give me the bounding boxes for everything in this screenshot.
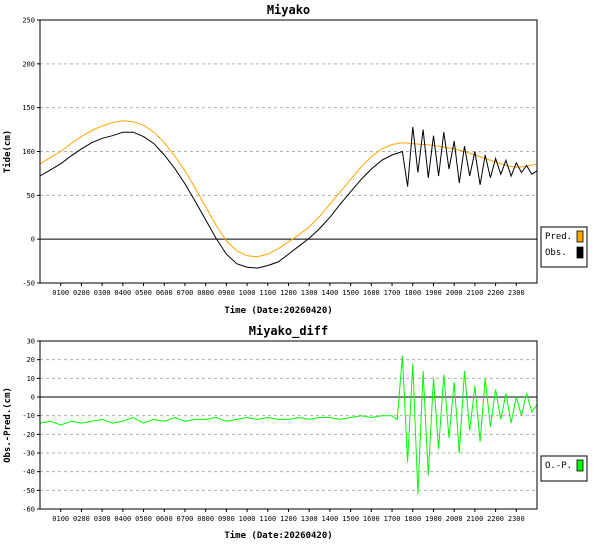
- diff-y-tick-label: -50: [22, 487, 35, 495]
- diff-x-tick-label: 1400: [321, 515, 338, 523]
- tide-series-pred-line: [39, 120, 538, 258]
- tide-x-tick-label: 1400: [321, 289, 338, 297]
- tide-y-axis-label: Tide(cm): [2, 130, 13, 173]
- diff-x-tick-label: 0600: [156, 515, 173, 523]
- tide-x-tick-label: 1300: [301, 289, 318, 297]
- tide-x-tick-label: 1200: [280, 289, 297, 297]
- tide-x-tick-label: 0800: [197, 289, 214, 297]
- tide-legend-swatch: [576, 230, 584, 243]
- tide-x-tick-label: 0200: [73, 289, 90, 297]
- tide-x-tick-label: 1500: [342, 289, 359, 297]
- diff-chart-title: Miyako_diff: [249, 324, 328, 339]
- diff-x-tick-label: 2200: [487, 515, 504, 523]
- diff-x-tick-label: 0500: [135, 515, 152, 523]
- diff-x-tick-label: 1900: [425, 515, 442, 523]
- diff-x-tick-label: 2000: [446, 515, 463, 523]
- diff-y-tick-label: -20: [22, 431, 35, 439]
- diff-legend-swatch: [576, 459, 584, 472]
- diff-x-tick-label: 1000: [239, 515, 256, 523]
- tide-y-tick-label: 50: [27, 192, 35, 200]
- tide-series-obs-line: [39, 126, 538, 269]
- diff-y-tick-label: -30: [22, 450, 35, 458]
- tide-x-tick-label: 0100: [52, 289, 69, 297]
- diff-x-tick-label: 0400: [114, 515, 131, 523]
- diff-y-tick-label: 20: [27, 356, 35, 364]
- diff-y-axis-label: Obs.-Pred.(cm): [3, 387, 13, 463]
- diff-x-tick-label: 1800: [404, 515, 421, 523]
- diff-x-tick-label: 1200: [280, 515, 297, 523]
- tide-x-tick-label: 1600: [363, 289, 380, 297]
- tide-x-tick-label: 1000: [239, 289, 256, 297]
- tide-plot-frame: [39, 19, 538, 284]
- diff-y-tick-label: -40: [22, 468, 35, 476]
- diff-x-tick-label: 1600: [363, 515, 380, 523]
- tide-y-tick-label: -50: [22, 280, 35, 288]
- diff-x-tick-label: 1500: [342, 515, 359, 523]
- diff-x-tick-label: 1100: [259, 515, 276, 523]
- diff-y-tick-label: 0: [31, 394, 35, 402]
- tide-chart-title: Miyako: [267, 3, 310, 17]
- diff-x-tick-label: 1300: [301, 515, 318, 523]
- diff-y-tick-label: 10: [27, 375, 35, 383]
- tide-y-tick-label: 250: [22, 17, 35, 25]
- tide-y-tick-label: 100: [22, 148, 35, 156]
- diff-legend-label: O.-P.: [545, 461, 572, 471]
- diff-x-tick-label: 2100: [466, 515, 483, 523]
- tide-x-tick-label: 0700: [177, 289, 194, 297]
- tide-y-tick-label: 150: [22, 104, 35, 112]
- tide-x-tick-label: 0600: [156, 289, 173, 297]
- diff-x-tick-label: 0200: [73, 515, 90, 523]
- diff-x-tick-label: 0700: [177, 515, 194, 523]
- diff-x-tick-label: 1700: [384, 515, 401, 523]
- tide-y-tick-label: 0: [31, 236, 35, 244]
- tide-x-tick-label: 1800: [404, 289, 421, 297]
- diff-y-tick-label: -10: [22, 412, 35, 420]
- tide-x-tick-label: 1100: [259, 289, 276, 297]
- tide-x-tick-label: 0500: [135, 289, 152, 297]
- tide-x-tick-label: 1900: [425, 289, 442, 297]
- diff-y-tick-label: -60: [22, 506, 35, 514]
- diff-y-tick-label: 30: [27, 338, 35, 346]
- tide-legend-label: Pred.: [545, 232, 572, 242]
- diff-plot-frame: [39, 340, 538, 510]
- tide-x-tick-label: 2000: [446, 289, 463, 297]
- tide-x-tick-label: 2300: [508, 289, 525, 297]
- tide-legend-swatch: [576, 246, 584, 259]
- tide-x-tick-label: 1700: [384, 289, 401, 297]
- diff-x-tick-label: 0800: [197, 515, 214, 523]
- diff-x-tick-label: 0300: [94, 515, 111, 523]
- diff-x-axis-label: Time (Date:20260420): [224, 530, 332, 541]
- tide-x-axis-label: Time (Date:20260420): [224, 305, 332, 316]
- diff-x-tick-label: 0900: [218, 515, 235, 523]
- tide-x-tick-label: 0900: [218, 289, 235, 297]
- tide-legend-label: Obs.: [545, 248, 567, 258]
- tide-y-tick-label: 200: [22, 60, 35, 68]
- tide-x-tick-label: 2200: [487, 289, 504, 297]
- tide-x-tick-label: 0400: [114, 289, 131, 297]
- tide-x-tick-label: 2100: [466, 289, 483, 297]
- diff-x-tick-label: 0100: [52, 515, 69, 523]
- diff-series-o-p-line: [39, 355, 538, 495]
- tide-x-tick-label: 0300: [94, 289, 111, 297]
- diff-x-tick-label: 2300: [508, 515, 525, 523]
